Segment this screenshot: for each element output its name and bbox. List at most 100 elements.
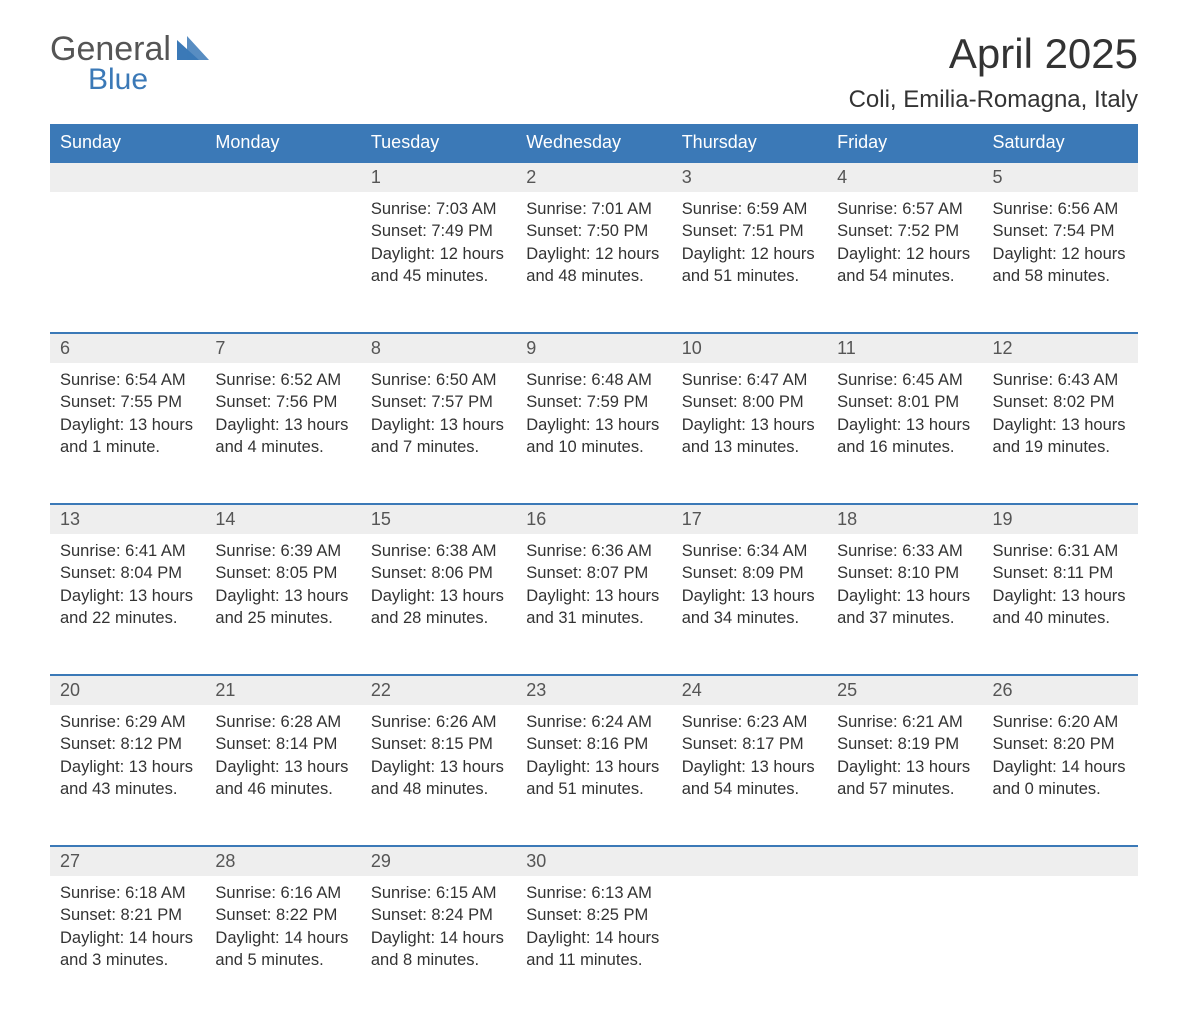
sunset-text: Sunset: 8:07 PM bbox=[526, 562, 661, 584]
day-content: Sunrise: 6:29 AMSunset: 8:12 PMDaylight:… bbox=[50, 705, 205, 816]
day-cell: Sunrise: 6:13 AMSunset: 8:25 PMDaylight:… bbox=[516, 876, 671, 1016]
day-content: Sunrise: 6:34 AMSunset: 8:09 PMDaylight:… bbox=[672, 534, 827, 645]
daylight-text: Daylight: 13 hours and 28 minutes. bbox=[371, 585, 506, 630]
weekday-sunday: Sunday bbox=[50, 124, 205, 161]
day-cell bbox=[983, 876, 1138, 1016]
day-cell: Sunrise: 6:57 AMSunset: 7:52 PMDaylight:… bbox=[827, 192, 982, 332]
sunset-text: Sunset: 8:16 PM bbox=[526, 733, 661, 755]
sunrise-text: Sunrise: 6:39 AM bbox=[215, 540, 350, 562]
daylight-text: Daylight: 13 hours and 22 minutes. bbox=[60, 585, 195, 630]
day-number-row: 27282930 bbox=[50, 845, 1138, 876]
day-number bbox=[827, 845, 982, 876]
sunrise-text: Sunrise: 6:16 AM bbox=[215, 882, 350, 904]
day-content: Sunrise: 6:15 AMSunset: 8:24 PMDaylight:… bbox=[361, 876, 516, 987]
day-number: 22 bbox=[361, 674, 516, 705]
day-content: Sunrise: 6:31 AMSunset: 8:11 PMDaylight:… bbox=[983, 534, 1138, 645]
day-cell: Sunrise: 6:45 AMSunset: 8:01 PMDaylight:… bbox=[827, 363, 982, 503]
day-cell: Sunrise: 6:24 AMSunset: 8:16 PMDaylight:… bbox=[516, 705, 671, 845]
sunset-text: Sunset: 8:20 PM bbox=[993, 733, 1128, 755]
sunrise-text: Sunrise: 6:29 AM bbox=[60, 711, 195, 733]
sunrise-text: Sunrise: 6:20 AM bbox=[993, 711, 1128, 733]
day-number: 10 bbox=[672, 332, 827, 363]
day-content: Sunrise: 6:16 AMSunset: 8:22 PMDaylight:… bbox=[205, 876, 360, 987]
day-cell: Sunrise: 7:01 AMSunset: 7:50 PMDaylight:… bbox=[516, 192, 671, 332]
day-content: Sunrise: 6:47 AMSunset: 8:00 PMDaylight:… bbox=[672, 363, 827, 474]
day-number: 4 bbox=[827, 161, 982, 192]
day-content: Sunrise: 6:52 AMSunset: 7:56 PMDaylight:… bbox=[205, 363, 360, 474]
sunrise-text: Sunrise: 6:31 AM bbox=[993, 540, 1128, 562]
day-cell: Sunrise: 6:47 AMSunset: 8:00 PMDaylight:… bbox=[672, 363, 827, 503]
day-number: 9 bbox=[516, 332, 671, 363]
sunset-text: Sunset: 8:04 PM bbox=[60, 562, 195, 584]
day-cell bbox=[50, 192, 205, 332]
day-content: Sunrise: 6:18 AMSunset: 8:21 PMDaylight:… bbox=[50, 876, 205, 987]
day-cell: Sunrise: 6:23 AMSunset: 8:17 PMDaylight:… bbox=[672, 705, 827, 845]
day-content: Sunrise: 6:57 AMSunset: 7:52 PMDaylight:… bbox=[827, 192, 982, 303]
day-cell: Sunrise: 6:56 AMSunset: 7:54 PMDaylight:… bbox=[983, 192, 1138, 332]
sunrise-text: Sunrise: 6:33 AM bbox=[837, 540, 972, 562]
day-number: 7 bbox=[205, 332, 360, 363]
day-cell: Sunrise: 6:28 AMSunset: 8:14 PMDaylight:… bbox=[205, 705, 360, 845]
week-row: Sunrise: 6:18 AMSunset: 8:21 PMDaylight:… bbox=[50, 876, 1138, 1016]
day-number: 23 bbox=[516, 674, 671, 705]
weekday-tuesday: Tuesday bbox=[361, 124, 516, 161]
daylight-text: Daylight: 13 hours and 48 minutes. bbox=[371, 756, 506, 801]
day-content: Sunrise: 6:23 AMSunset: 8:17 PMDaylight:… bbox=[672, 705, 827, 816]
sunset-text: Sunset: 8:11 PM bbox=[993, 562, 1128, 584]
daylight-text: Daylight: 13 hours and 13 minutes. bbox=[682, 414, 817, 459]
week-row: Sunrise: 6:54 AMSunset: 7:55 PMDaylight:… bbox=[50, 363, 1138, 503]
sunset-text: Sunset: 8:02 PM bbox=[993, 391, 1128, 413]
week-row: Sunrise: 6:29 AMSunset: 8:12 PM Daylight:… bbox=[50, 705, 1138, 845]
daylight-text: Daylight: 12 hours and 54 minutes. bbox=[837, 243, 972, 288]
daylight-text: Daylight: 13 hours and 57 minutes. bbox=[837, 756, 972, 801]
sunrise-text: Sunrise: 7:03 AM bbox=[371, 198, 506, 220]
day-content: Sunrise: 6:21 AMSunset: 8:19 PMDaylight:… bbox=[827, 705, 982, 816]
sunset-text: Sunset: 7:56 PM bbox=[215, 391, 350, 413]
day-content: Sunrise: 6:50 AMSunset: 7:57 PMDaylight:… bbox=[361, 363, 516, 474]
sunrise-text: Sunrise: 6:36 AM bbox=[526, 540, 661, 562]
sunrise-text: Sunrise: 6:56 AM bbox=[993, 198, 1128, 220]
day-cell: Sunrise: 6:21 AMSunset: 8:19 PMDaylight:… bbox=[827, 705, 982, 845]
day-content: Sunrise: 6:45 AMSunset: 8:01 PMDaylight:… bbox=[827, 363, 982, 474]
day-cell: Sunrise: 6:38 AMSunset: 8:06 PMDaylight:… bbox=[361, 534, 516, 674]
daylight-text: Daylight: 14 hours and 5 minutes. bbox=[215, 927, 350, 972]
daylight-text: Daylight: 12 hours and 51 minutes. bbox=[682, 243, 817, 288]
day-number-row: 12345 bbox=[50, 161, 1138, 192]
sunset-text: Sunset: 8:17 PM bbox=[682, 733, 817, 755]
sunrise-text: Sunrise: 6:13 AM bbox=[526, 882, 661, 904]
sunset-text: Sunset: 7:57 PM bbox=[371, 391, 506, 413]
day-number: 8 bbox=[361, 332, 516, 363]
daylight-text: Daylight: 14 hours and 8 minutes. bbox=[371, 927, 506, 972]
day-number: 1 bbox=[361, 161, 516, 192]
day-number: 21 bbox=[205, 674, 360, 705]
sunrise-text: Sunrise: 6:23 AM bbox=[682, 711, 817, 733]
day-content bbox=[672, 876, 827, 898]
day-number: 25 bbox=[827, 674, 982, 705]
daylight-text: Daylight: 14 hours and 3 minutes. bbox=[60, 927, 195, 972]
week-row: Sunrise: 6:41 AMSunset: 8:04 PMDaylight:… bbox=[50, 534, 1138, 674]
daylight-text: Daylight: 13 hours and 25 minutes. bbox=[215, 585, 350, 630]
day-number bbox=[983, 845, 1138, 876]
day-cell: Sunrise: 6:34 AMSunset: 8:09 PMDaylight:… bbox=[672, 534, 827, 674]
day-cell: Sunrise: 6:41 AMSunset: 8:04 PMDaylight:… bbox=[50, 534, 205, 674]
day-number: 2 bbox=[516, 161, 671, 192]
day-content bbox=[50, 192, 205, 214]
daylight-text: Daylight: 13 hours and 19 minutes. bbox=[993, 414, 1128, 459]
sunset-text: Sunset: 8:21 PM bbox=[60, 904, 195, 926]
day-number bbox=[50, 161, 205, 192]
day-cell: Sunrise: 6:52 AMSunset: 7:56 PMDaylight:… bbox=[205, 363, 360, 503]
calendar-body: 12345Sunrise: 7:03 AMSunset: 7:49 PMDayl… bbox=[50, 161, 1138, 1016]
day-cell: Sunrise: 6:54 AMSunset: 7:55 PMDaylight:… bbox=[50, 363, 205, 503]
day-number: 15 bbox=[361, 503, 516, 534]
sunset-text: Sunset: 8:12 PM bbox=[60, 733, 195, 755]
day-cell: Sunrise: 6:48 AMSunset: 7:59 PMDaylight:… bbox=[516, 363, 671, 503]
sunrise-text: Sunrise: 7:01 AM bbox=[526, 198, 661, 220]
daylight-text: Daylight: 13 hours and 4 minutes. bbox=[215, 414, 350, 459]
day-content: Sunrise: 6:20 AMSunset: 8:20 PMDaylight:… bbox=[983, 705, 1138, 816]
sunrise-text: Sunrise: 6:43 AM bbox=[993, 369, 1128, 391]
day-cell: Sunrise: 6:59 AMSunset: 7:51 PMDaylight:… bbox=[672, 192, 827, 332]
sunrise-text: Sunrise: 6:18 AM bbox=[60, 882, 195, 904]
weekday-monday: Monday bbox=[205, 124, 360, 161]
day-cell: Sunrise: 6:18 AMSunset: 8:21 PMDaylight:… bbox=[50, 876, 205, 1016]
daylight-text: Daylight: 13 hours and 10 minutes. bbox=[526, 414, 661, 459]
